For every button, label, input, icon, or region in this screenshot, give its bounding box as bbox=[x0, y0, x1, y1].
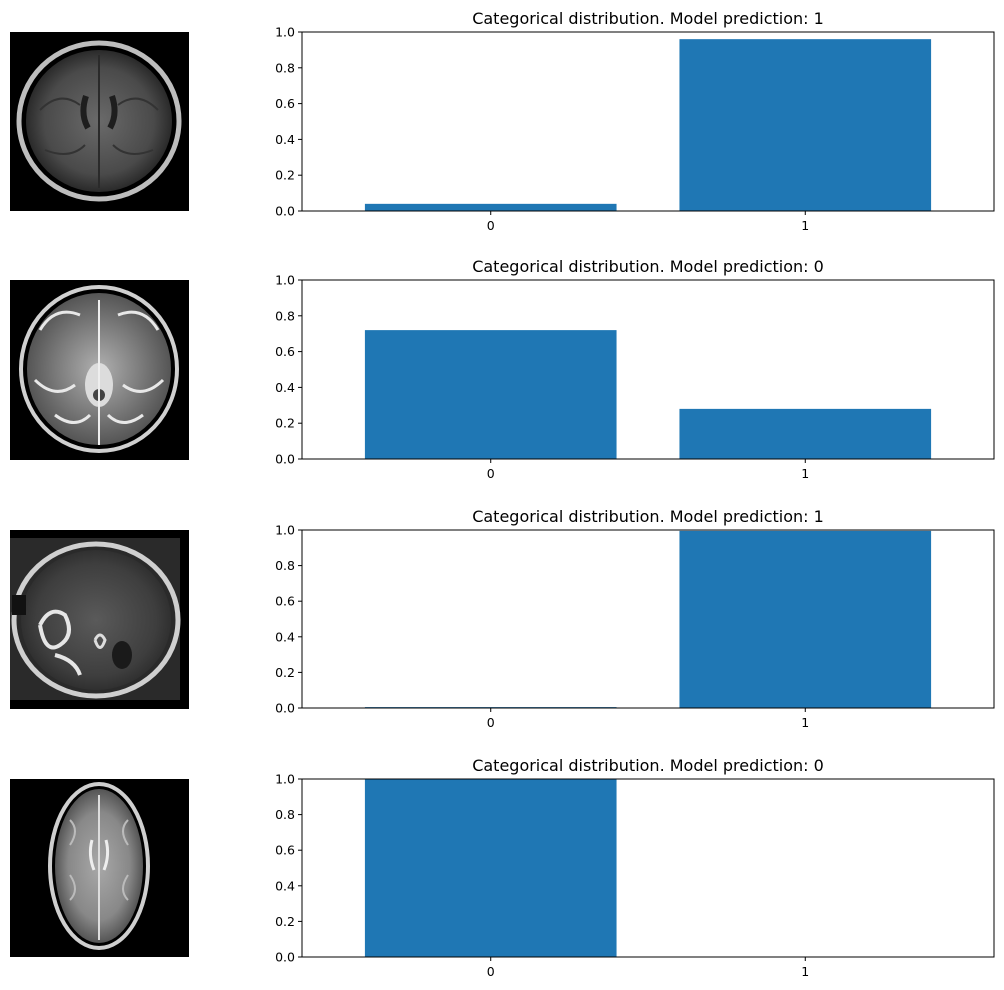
bar-0 bbox=[364, 203, 617, 211]
chart-title: Categorical distribution. Model predicti… bbox=[472, 756, 824, 775]
y-tick-label: 0.2 bbox=[275, 416, 295, 431]
axes-frame bbox=[301, 529, 995, 709]
y-tick-label: 0.8 bbox=[275, 558, 295, 573]
y-tick-label: 0.2 bbox=[275, 914, 295, 929]
x-tick-label: 1 bbox=[801, 218, 809, 233]
chart-title: Categorical distribution. Model predicti… bbox=[472, 257, 824, 276]
y-tick-label: 0.0 bbox=[275, 204, 295, 219]
x-tick-label: 0 bbox=[487, 964, 495, 979]
y-tick-label: 0.0 bbox=[275, 950, 295, 965]
x-tick-label: 1 bbox=[801, 964, 809, 979]
chart-4: 0.0 0.2 0.4 0.6 0.8 1.0 0 1 Categorical distribu… bbox=[275, 756, 995, 979]
y-tick-label: 0.4 bbox=[275, 629, 295, 644]
x-tick-label: 0 bbox=[487, 466, 495, 481]
x-tick-label: 0 bbox=[487, 218, 495, 233]
bar-0 bbox=[364, 779, 617, 957]
y-tick-label: 1.0 bbox=[275, 273, 295, 288]
chart-title: Categorical distribution. Model predicti… bbox=[472, 9, 824, 28]
y-tick-label: 1.0 bbox=[275, 25, 295, 40]
bar-1 bbox=[679, 39, 932, 211]
y-tick-label: 1.0 bbox=[275, 772, 295, 787]
mri-image-1 bbox=[10, 32, 189, 211]
bar-1 bbox=[679, 530, 932, 708]
y-tick-label: 0.2 bbox=[275, 168, 295, 183]
y-tick-label: 0.2 bbox=[275, 665, 295, 680]
y-tick-label: 1.0 bbox=[275, 523, 295, 538]
mri-image-2 bbox=[10, 280, 189, 460]
x-tick-label: 1 bbox=[801, 715, 809, 730]
axes-frame bbox=[301, 31, 995, 212]
y-tick-label: 0.4 bbox=[275, 132, 295, 147]
charts-group: 0.0 0.2 0.4 0.6 0.8 1.0 0 1 Categorical distribu… bbox=[275, 9, 995, 979]
chart-1: 0.0 0.2 0.4 0.6 0.8 1.0 0 1 Categorical distribu… bbox=[275, 9, 995, 233]
y-tick-label: 0.0 bbox=[275, 701, 295, 716]
chart-title: Categorical distribution. Model predicti… bbox=[472, 507, 824, 526]
y-tick-label: 0.4 bbox=[275, 878, 295, 893]
x-tick-label: 1 bbox=[801, 466, 809, 481]
chart-2: 0.0 0.2 0.4 0.6 0.8 1.0 0 1 Categorical distribu… bbox=[275, 257, 995, 481]
bar-0 bbox=[364, 330, 617, 459]
axes-frame bbox=[301, 279, 995, 460]
y-tick-label: 0.6 bbox=[275, 843, 295, 858]
bar-1 bbox=[679, 408, 932, 459]
y-tick-label: 0.6 bbox=[275, 594, 295, 609]
y-tick-label: 0.0 bbox=[275, 452, 295, 467]
y-tick-label: 0.4 bbox=[275, 380, 295, 395]
mri-image-3 bbox=[10, 530, 189, 709]
axes-frame bbox=[301, 778, 995, 958]
chart-3: 0.0 0.2 0.4 0.6 0.8 1.0 0 1 Categorical distribu… bbox=[275, 507, 995, 730]
y-tick-label: 0.6 bbox=[275, 96, 295, 111]
mri-image-4 bbox=[10, 779, 189, 957]
y-tick-label: 0.8 bbox=[275, 807, 295, 822]
y-tick-label: 0.6 bbox=[275, 344, 295, 359]
y-tick-label: 0.8 bbox=[275, 60, 295, 75]
x-tick-label: 0 bbox=[487, 715, 495, 730]
y-tick-label: 0.8 bbox=[275, 308, 295, 323]
